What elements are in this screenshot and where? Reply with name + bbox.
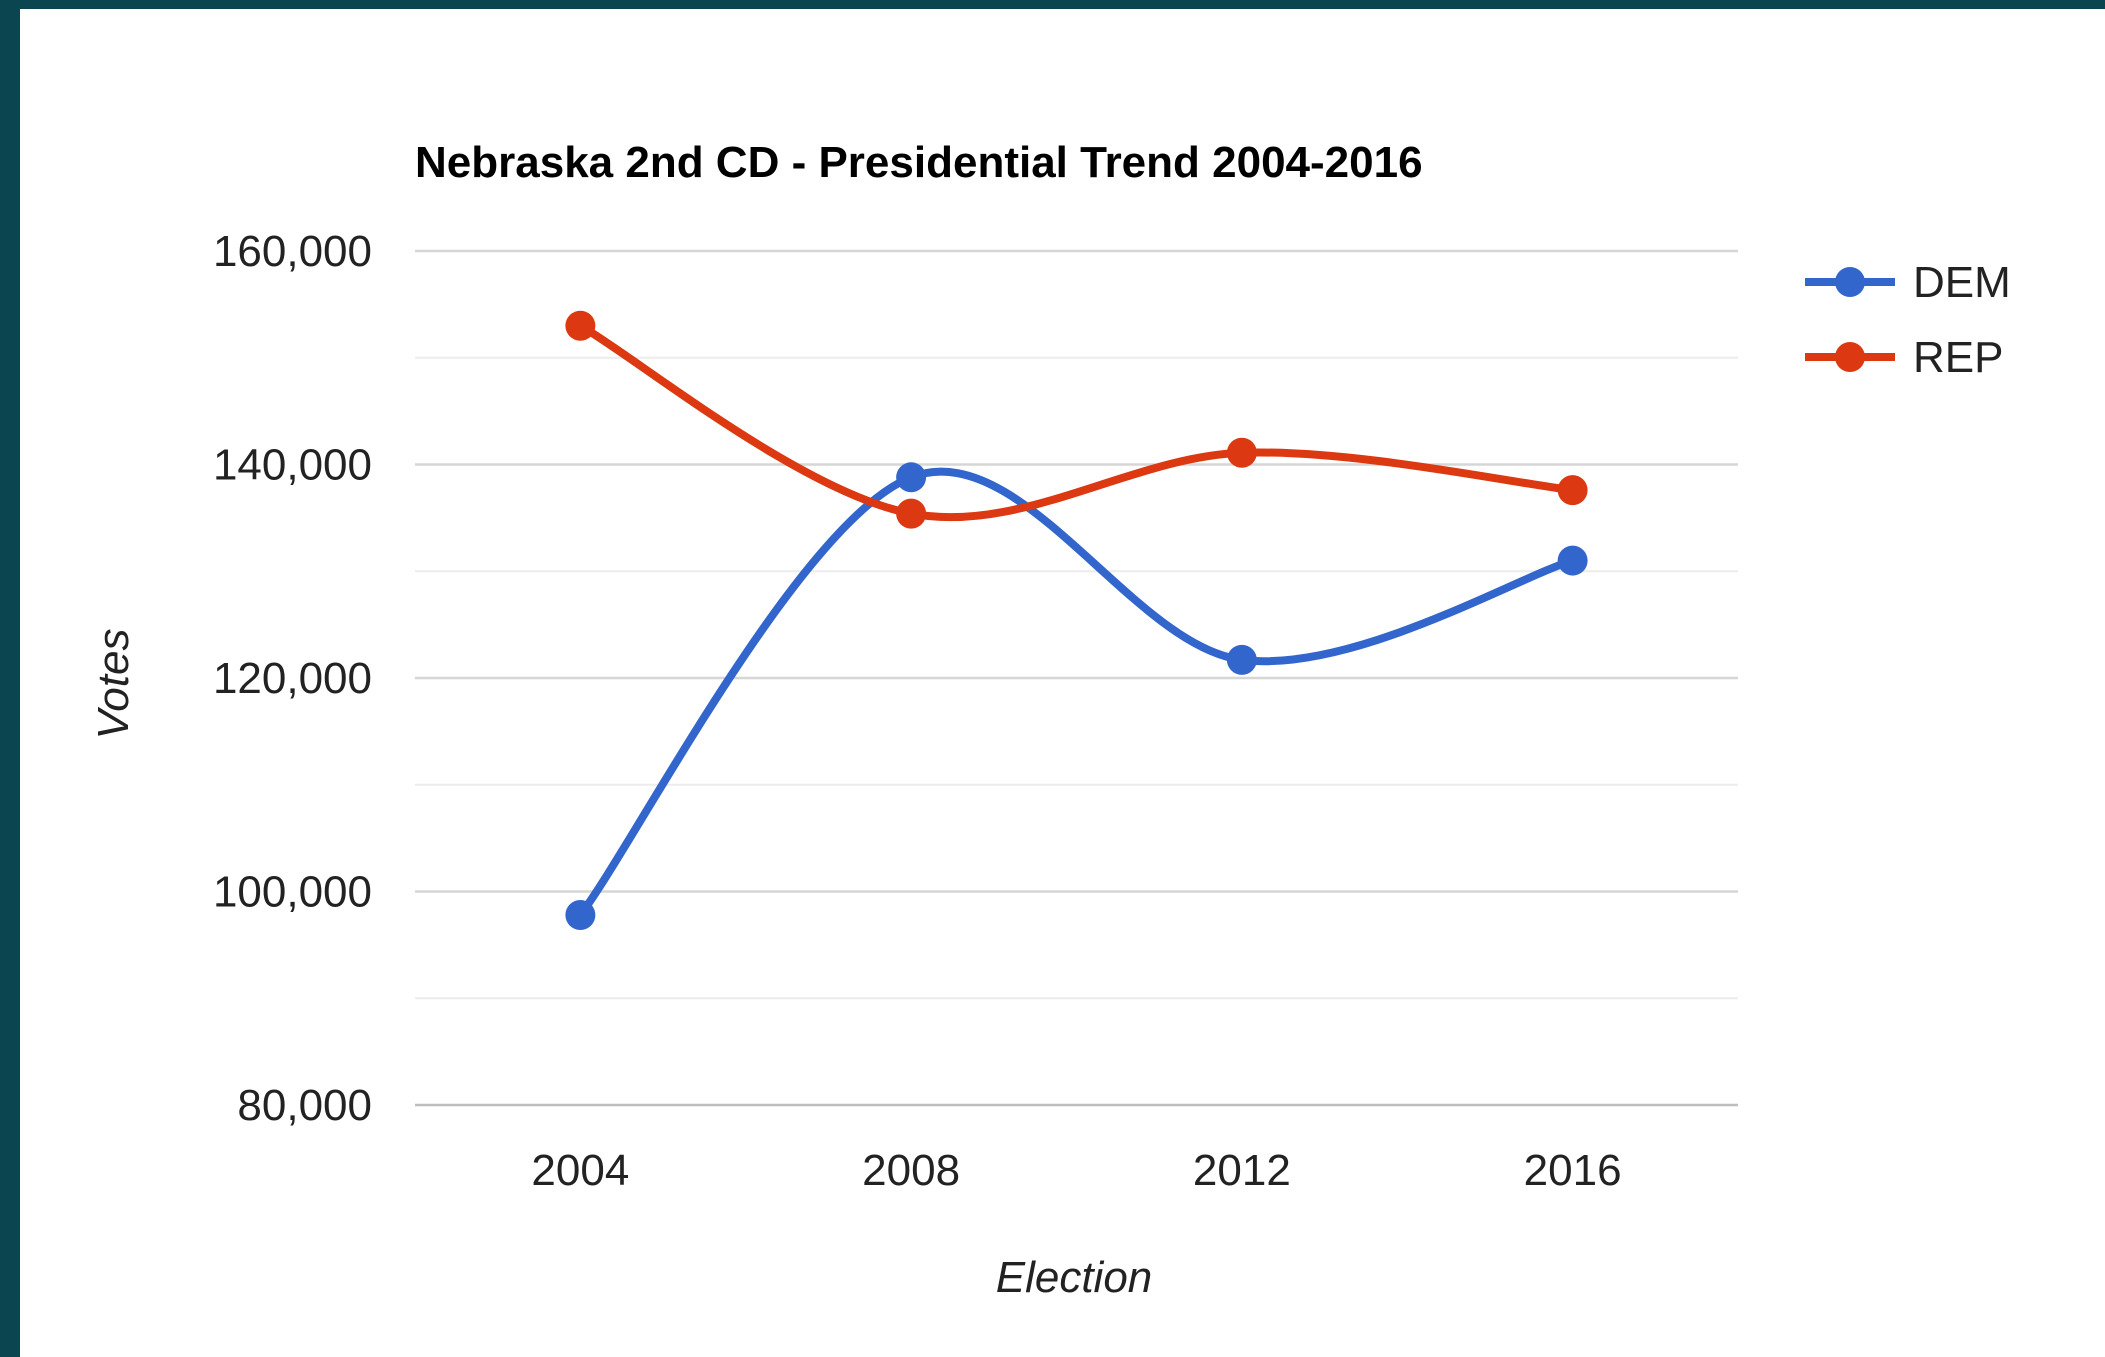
y-axis-label: Votes [89,629,138,740]
y-tick-label: 140,000 [213,441,372,490]
line-chart: Nebraska 2nd CD - Presidential Trend 200… [89,138,2011,1302]
data-point-rep [896,498,927,529]
x-axis-ticks: 2004 2008 2012 2016 [531,1146,1621,1195]
legend-item-rep: REP [1805,333,2003,382]
data-point-dem [896,462,927,493]
series-lines [576,321,1577,919]
gridlines [415,249,1738,1107]
series-line-rep [576,321,1577,522]
y-tick-label: 160,000 [213,227,372,276]
y-tick-label: 120,000 [213,654,372,703]
y-axis-ticks: 80,000 100,000 120,000 140,000 160,000 [213,227,372,1130]
data-point-rep [1226,437,1257,468]
chart-title: Nebraska 2nd CD - Presidential Trend 200… [415,138,1423,187]
data-point-rep [1557,475,1588,506]
x-tick-label: 2012 [1193,1146,1291,1195]
x-tick-label: 2004 [531,1146,629,1195]
legend: DEM REP [1805,258,2011,382]
series-line-dem [576,467,1577,919]
data-point-dem [1557,545,1588,576]
y-tick-label: 80,000 [237,1081,372,1130]
x-axis-label: Election [996,1253,1153,1302]
legend-marker-rep [1835,342,1865,372]
legend-marker-dem [1835,267,1865,297]
x-tick-label: 2008 [862,1146,960,1195]
y-tick-label: 100,000 [213,868,372,917]
series-points [565,310,1588,930]
data-point-dem [565,899,596,930]
legend-label-rep: REP [1913,333,2003,382]
legend-label-dem: DEM [1913,258,2011,307]
data-point-rep [565,310,596,341]
data-point-dem [1226,644,1257,675]
legend-item-dem: DEM [1805,258,2011,307]
x-tick-label: 2016 [1524,1146,1622,1195]
chart-panel: Nebraska 2nd CD - Presidential Trend 200… [20,9,2105,1357]
